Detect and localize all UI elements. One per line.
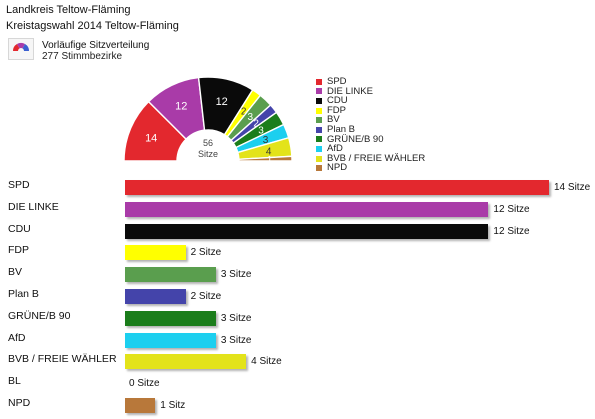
parliament-thumbnail-icon — [12, 42, 30, 54]
legend-item: CDU — [316, 96, 425, 106]
legend-item: BVB / FREIE WÄHLER — [316, 154, 425, 164]
bar[interactable] — [125, 245, 186, 261]
legend-item: Plan B — [316, 125, 425, 135]
bar-row[interactable]: BV 3 Sitze — [0, 263, 595, 283]
parliament-segment-10[interactable] — [238, 155, 293, 162]
bar-row[interactable]: GRÜNE/B 90 3 Sitze — [0, 307, 595, 326]
seat-chart-icon[interactable] — [8, 38, 34, 60]
bar-row[interactable]: BVB / FREIE WÄHLER 4 Sitze — [0, 350, 595, 370]
bar-row[interactable]: CDU 12 Sitze — [0, 220, 595, 239]
legend-swatch — [316, 145, 322, 152]
bar[interactable] — [125, 289, 186, 304]
legend-label: GRÜNE/B 90 — [327, 133, 384, 145]
legend-label: AfD — [327, 143, 343, 155]
bar[interactable] — [125, 398, 156, 413]
bar-category-label: CDU — [8, 222, 31, 235]
legend-item: DIE LINKE — [316, 85, 425, 97]
bar-value-label: 2 Sitze — [190, 291, 222, 302]
legend-label: SPD — [327, 76, 347, 87]
legend-label: CDU — [327, 95, 348, 107]
legend-item: BV — [316, 115, 425, 125]
region-title: Landkreis Teltow-Fläming — [6, 4, 131, 16]
district-count: 277 Stimmbezirke — [42, 51, 123, 62]
bar-category-label: DIE LINKE — [8, 200, 59, 213]
bar-value-label: 2 Sitze — [190, 247, 222, 259]
legend-swatch — [316, 126, 322, 133]
legend-label: NPD — [327, 162, 348, 174]
parliament-segment-label: 2 — [241, 107, 247, 118]
bar-category-label: NPD — [8, 397, 31, 409]
bar-value-label: 0 Sitze — [129, 378, 160, 390]
bar-category-label: BV — [8, 266, 23, 279]
bar-value-label: 1 Sitz — [160, 400, 186, 411]
bar-value-label: 14 Sitze — [554, 182, 591, 193]
bar-value-label: 3 Sitze — [220, 269, 252, 281]
parliament-segment-label: 12 — [175, 100, 187, 112]
bar-value-label: 12 Sitze — [493, 203, 530, 215]
parliament-segment-label: 3 — [248, 112, 254, 123]
bar[interactable] — [125, 201, 489, 217]
parliament-segment-label: 3 — [258, 126, 264, 137]
bar-value-label: 3 Sitze — [220, 334, 252, 346]
bar-category-label: Plan B — [8, 288, 39, 300]
bar-category-label: SPD — [8, 179, 30, 191]
bar-value-label: 4 Sitze — [251, 356, 282, 368]
bar-row[interactable]: DIE LINKE 12 Sitze — [0, 198, 595, 217]
legend-label: FDP — [327, 104, 346, 116]
bar-category-label: AfD — [8, 331, 26, 344]
bar-row[interactable]: AfD 3 Sitze — [0, 329, 595, 348]
bar-category-label: GRÜNE/B 90 — [8, 309, 71, 322]
parliament-segment-label: 14 — [145, 132, 157, 144]
bar-row[interactable]: FDP 2 Sitze — [0, 241, 595, 261]
bar-category-label: BVB / FREIE WÄHLER — [8, 353, 117, 366]
total-seats-value: 56 — [203, 138, 213, 148]
legend-swatch — [316, 107, 322, 114]
legend-label: Plan B — [327, 123, 355, 135]
bar[interactable] — [125, 354, 247, 370]
legend-swatch — [316, 88, 322, 95]
bar-row[interactable]: NPD 1 Sitz — [0, 394, 595, 413]
total-seats-unit: Sitze — [198, 149, 218, 159]
bar-category-label: BL — [8, 375, 21, 388]
bar-row[interactable]: BL 0 Sitze — [0, 372, 595, 390]
legend-swatch — [316, 155, 322, 162]
chart-subtitle: Vorläufige Sitzverteilung — [42, 40, 150, 51]
legend-swatch — [316, 97, 322, 104]
bar-value-label: 3 Sitze — [220, 312, 252, 324]
bar[interactable] — [125, 223, 489, 239]
legend-item: GRÜNE/B 90 — [316, 133, 425, 145]
legend-item: SPD — [316, 77, 425, 87]
bar-category-label: FDP — [8, 244, 29, 257]
legend-item: NPD — [316, 163, 425, 173]
bar[interactable] — [125, 332, 216, 348]
bar-row[interactable]: Plan B 2 Sitze — [0, 285, 595, 304]
parliament-segment-label: 4 — [266, 147, 272, 158]
chart-legend: SPD DIE LINKE CDU FDP BV Plan B GRÜNE/B 90 AfD B… — [316, 77, 425, 173]
bar[interactable] — [125, 180, 549, 195]
bar-value-label: 12 Sitze — [493, 225, 530, 237]
parliament-segment-label: 12 — [216, 96, 228, 108]
bar-row[interactable]: SPD 14 Sitze — [0, 176, 595, 195]
parliament-segment-label: 2 — [253, 119, 259, 130]
election-title: Kreistagswahl 2014 Teltow-Fläming — [6, 20, 179, 32]
legend-swatch — [316, 165, 322, 172]
legend-swatch — [316, 117, 322, 124]
legend-item: FDP — [316, 106, 425, 116]
legend-swatch — [316, 78, 322, 85]
seat-bar-chart: SPD 14 Sitze DIE LINKE 12 Sitze CDU 12 Sitze F… — [0, 176, 595, 419]
legend-label: BVB / FREIE WÄHLER — [327, 152, 426, 164]
parliament-segment-label: 1 — [267, 155, 273, 166]
bar[interactable] — [125, 267, 216, 283]
bar[interactable] — [125, 310, 216, 326]
parliament-segment-label: 3 — [263, 135, 269, 146]
legend-item: AfD — [316, 144, 425, 154]
legend-label: BV — [327, 114, 340, 126]
legend-swatch — [316, 136, 322, 143]
legend-label: DIE LINKE — [327, 85, 373, 97]
